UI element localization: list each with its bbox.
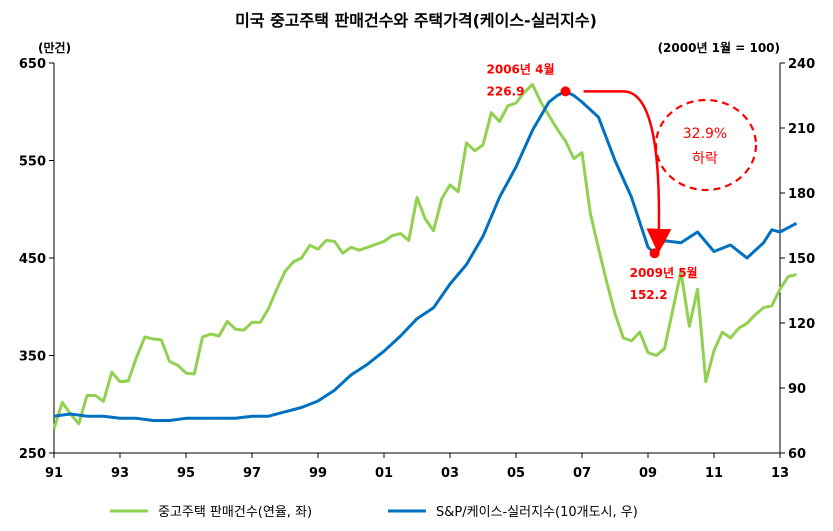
right-tick-label: 210 <box>788 122 815 137</box>
peak-value-label: 226.9 <box>487 84 525 98</box>
trough-value-label: 152.2 <box>630 288 668 302</box>
legend-label-home-sales: 중고주택 판매건수(연율, 좌) <box>158 505 312 520</box>
x-tick-label: 97 <box>243 466 261 481</box>
left-axis-ticks: 650 550 450 350 250 <box>19 57 54 462</box>
left-tick-label: 650 <box>19 57 46 72</box>
right-tick-label: 180 <box>788 187 815 202</box>
legend: 중고주택 판매건수(연율, 좌) S&P/케이스-실러지수(10개도시, 우) <box>110 505 638 520</box>
right-tick-label: 60 <box>788 447 806 462</box>
trough-date-label: 2009년 5월 <box>630 265 698 280</box>
peak-date-label: 2006년 4월 <box>487 61 555 76</box>
right-axis-unit: (2000년 1월 = 100) <box>658 40 780 55</box>
x-tick-label: 03 <box>441 466 459 481</box>
x-tick-label: 91 <box>45 466 63 481</box>
left-tick-label: 250 <box>19 447 46 462</box>
x-tick-label: 11 <box>705 466 723 481</box>
x-tick-label: 93 <box>111 466 129 481</box>
left-tick-label: 350 <box>19 350 46 365</box>
series-line-case-shiller <box>53 89 798 422</box>
series-line-home-sales <box>52 83 797 430</box>
right-tick-label: 150 <box>788 252 815 267</box>
x-tick-label: 99 <box>309 466 327 481</box>
right-tick-label: 90 <box>788 382 806 397</box>
decline-word-label: 하락 <box>692 151 718 167</box>
x-axis-ticks: 91 93 95 97 99 01 03 05 07 09 11 13 <box>45 453 789 481</box>
right-tick-label: 120 <box>788 317 815 332</box>
x-tick-label: 13 <box>771 466 789 481</box>
left-axis-unit: (만건) <box>38 40 71 55</box>
right-axis-ticks: 240 210 180 150 120 90 60 <box>780 57 815 462</box>
x-tick-label: 95 <box>177 466 195 481</box>
annotations: 2006년 4월 226.9 2009년 5월 152.2 32.9% 하락 <box>487 61 758 302</box>
decline-callout-ellipse <box>654 98 758 192</box>
left-tick-label: 450 <box>19 252 46 267</box>
decline-arrow-icon <box>583 90 672 254</box>
decline-percent-label: 32.9% <box>683 126 727 142</box>
x-tick-label: 01 <box>375 466 393 481</box>
trough-marker <box>649 248 660 259</box>
peak-marker <box>560 86 571 97</box>
legend-label-case-shiller: S&P/케이스-실러지수(10개도시, 우) <box>436 505 638 520</box>
left-tick-label: 550 <box>19 155 46 170</box>
chart-title: 미국 중고주택 판매건수와 주택가격(케이스-실러지수) <box>235 11 597 30</box>
x-tick-label: 05 <box>507 466 525 481</box>
x-tick-label: 07 <box>573 466 591 481</box>
x-tick-label: 09 <box>639 466 657 481</box>
right-tick-label: 240 <box>788 57 815 72</box>
